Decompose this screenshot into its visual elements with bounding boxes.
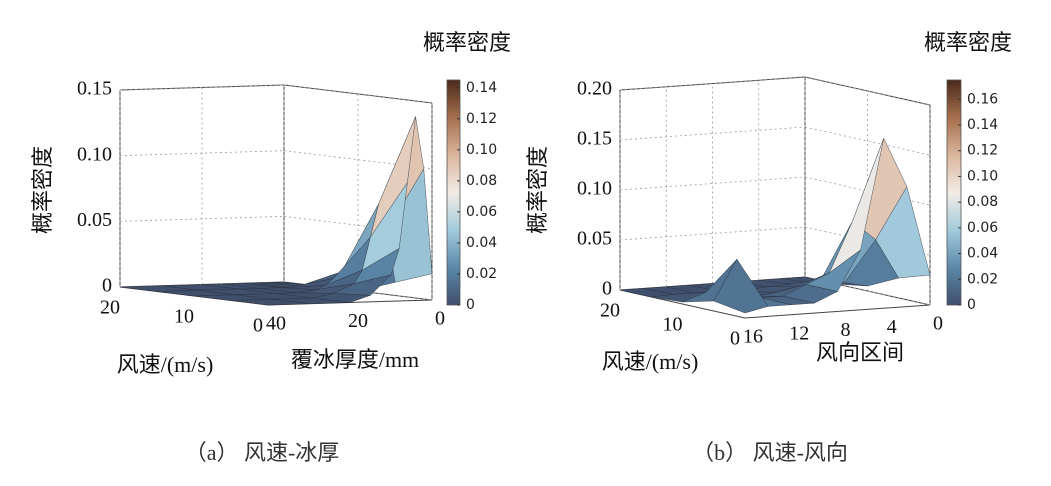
- y-axis-label: 风速/(m/s): [117, 352, 214, 377]
- y-axis-label: 风速/(m/s): [602, 349, 699, 374]
- z-tick-label: 0.10: [577, 178, 612, 200]
- grid-line: [804, 126, 931, 156]
- colorbar-tick-label: 0: [466, 297, 475, 313]
- z-axis-label: 概率密度: [30, 146, 55, 234]
- colorbar-tick-label: 0.02: [466, 266, 497, 282]
- z-tick-label: 0.15: [577, 128, 612, 150]
- colorbar: [446, 79, 461, 306]
- grid-line: [119, 150, 285, 157]
- grid-line: [804, 76, 931, 106]
- z-tick-label: 0: [102, 275, 112, 297]
- axis-box-edge: [744, 304, 931, 319]
- y-tick-label: 10: [663, 314, 683, 336]
- x-tick-label: 8: [841, 319, 851, 341]
- colorbar-tick-label: 0.08: [466, 173, 497, 189]
- z-tick-label: 0.05: [577, 228, 612, 250]
- x-tick-label: 20: [348, 310, 368, 332]
- x-tick-label: 4: [887, 316, 897, 338]
- z-tick-label: 0.10: [77, 143, 112, 165]
- x-axis-label: 覆冰厚度/mm: [291, 347, 419, 372]
- surface-patch: [230, 299, 310, 306]
- z-tick-label: 0: [602, 278, 612, 300]
- z-tick-label: 0.05: [77, 209, 112, 231]
- colorbar-tick-label: 0.04: [466, 235, 497, 251]
- grid-line: [619, 226, 806, 241]
- colorbar-tick-label: 0.12: [466, 111, 497, 127]
- colorbar-label: 概率密度: [924, 30, 1012, 55]
- colorbar: [946, 79, 962, 306]
- y-tick-label: 10: [174, 306, 194, 328]
- colorbar-label: 概率密度: [423, 30, 511, 55]
- colorbar-tick-label: 0.12: [967, 143, 998, 159]
- caption: （a） 风速-冰厚: [185, 440, 340, 465]
- colorbar-tick-label: 0.06: [466, 204, 497, 220]
- colorbar-tick-label: 0: [967, 297, 976, 313]
- x-tick-label: 0: [435, 308, 445, 330]
- colorbar-tick-label: 0.16: [967, 91, 998, 107]
- x-axis-label: 风向区间: [816, 340, 904, 365]
- x-tick-label: 0: [933, 313, 943, 335]
- z-tick-label: 0.15: [77, 78, 112, 100]
- y-tick-label: 0: [253, 315, 263, 337]
- colorbar-tick-label: 0.14: [967, 117, 998, 133]
- y-tick-label: 0: [730, 328, 740, 350]
- grid-line: [619, 126, 806, 141]
- x-tick-label: 16: [743, 326, 763, 348]
- x-tick-label: 40: [266, 313, 286, 335]
- colorbar-tick-label: 0.10: [967, 168, 998, 184]
- caption: （b） 风速-风向: [692, 440, 848, 465]
- colorbar-tick-label: 0.10: [466, 142, 497, 158]
- x-tick-label: 12: [789, 322, 809, 344]
- colorbar-tick-label: 0.08: [967, 194, 998, 210]
- grid-line: [619, 76, 806, 91]
- grid-line: [619, 176, 806, 191]
- z-axis-label: 概率密度: [525, 146, 550, 234]
- colorbar-tick-label: 0.04: [967, 246, 998, 262]
- z-tick-label: 0.20: [577, 78, 612, 100]
- grid-line: [119, 84, 285, 91]
- grid-line: [119, 215, 285, 222]
- y-tick-label: 20: [100, 297, 120, 319]
- surface-patch: [713, 258, 769, 314]
- y-tick-label: 20: [600, 300, 620, 322]
- colorbar-tick-label: 0.14: [466, 80, 497, 96]
- colorbar-tick-label: 0.06: [967, 220, 998, 236]
- colorbar-tick-label: 0.02: [967, 271, 998, 287]
